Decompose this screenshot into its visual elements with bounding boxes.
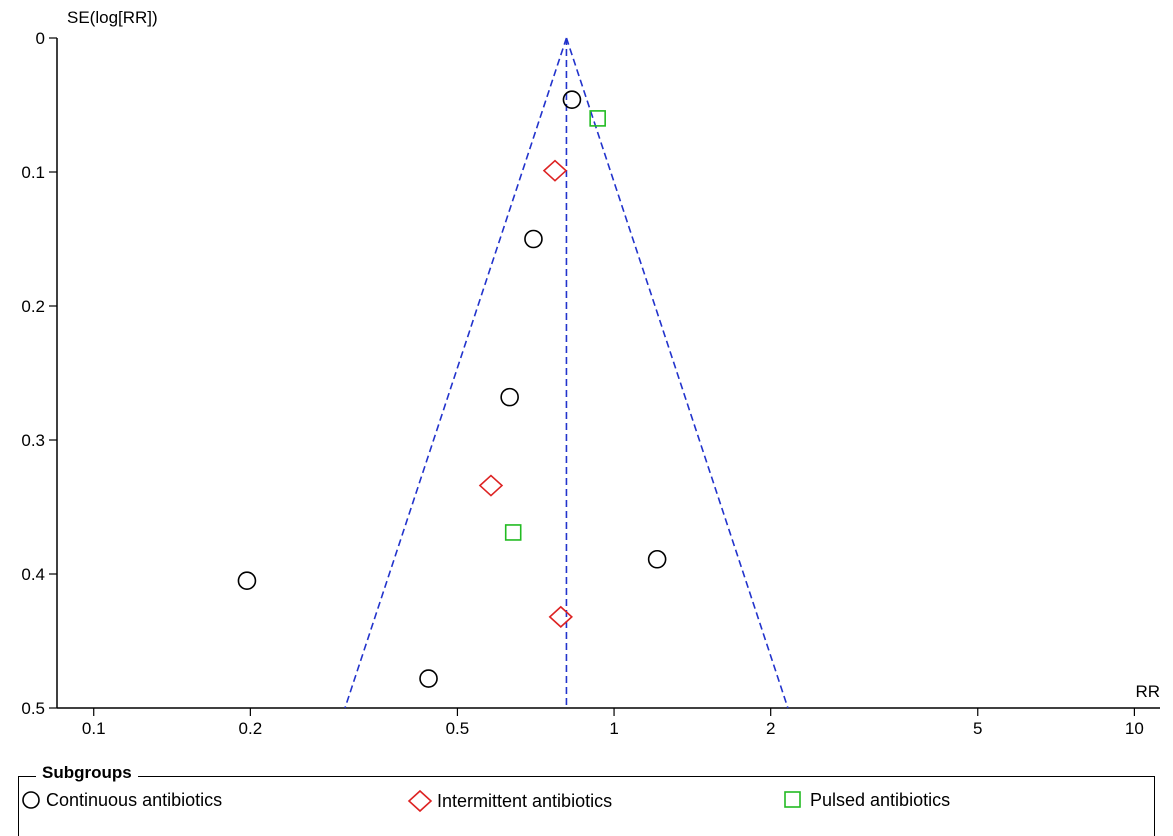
diamond-marker-icon	[407, 789, 433, 813]
y-tick-label: 0.5	[21, 699, 45, 718]
point-pulsed	[504, 524, 522, 541]
y-tick-label: 0	[36, 29, 45, 48]
point-continuous	[500, 387, 519, 407]
axes: 0 0.1 0.2 0.3 0.4 0.5 0.1 0.2 0.5 1 2 5 10	[21, 29, 1160, 738]
circle-marker-icon	[22, 791, 40, 809]
x-tick-label: 10	[1125, 719, 1144, 738]
data-points	[237, 90, 667, 688]
legend-item-continuous: Continuous antibiotics	[20, 789, 222, 811]
point-continuous	[562, 90, 582, 109]
y-tick-label: 0.3	[21, 431, 45, 450]
funnel-lines	[344, 37, 789, 709]
x-tick-label: 1	[609, 719, 618, 738]
point-continuous	[524, 229, 543, 249]
y-axis-title: SE(log[RR])	[67, 8, 158, 27]
x-tick-label: 5	[973, 719, 982, 738]
x-axis-title: RR	[1135, 682, 1160, 701]
point-intermittent	[548, 605, 573, 628]
funnel-plot: 0 0.1 0.2 0.3 0.4 0.5 0.1 0.2 0.5 1 2 5 10 SE(log[RR…	[21, 8, 1160, 738]
point-pulsed	[589, 110, 606, 127]
legend-item-intermittent: Intermittent antibiotics	[407, 789, 612, 813]
funnel-right-line	[565, 37, 789, 709]
x-tick-label: 0.5	[446, 719, 470, 738]
funnel-left-line	[344, 37, 568, 709]
y-tick-label: 0.4	[21, 565, 45, 584]
legend-title: Subgroups	[36, 763, 138, 783]
y-tick-label: 0.1	[21, 163, 45, 182]
point-continuous	[419, 669, 438, 688]
y-tick-label: 0.2	[21, 297, 45, 316]
x-tick-label: 0.2	[239, 719, 263, 738]
legend-label-pulsed: Pulsed antibiotics	[810, 789, 951, 810]
legend-label-intermittent: Intermittent antibiotics	[437, 790, 613, 811]
legend-box	[18, 776, 1155, 836]
point-continuous	[647, 549, 667, 569]
x-tick-label: 2	[766, 719, 775, 738]
point-intermittent	[478, 474, 504, 497]
point-continuous	[237, 571, 257, 591]
legend-item-pulsed: Pulsed antibiotics	[782, 789, 950, 811]
square-marker-icon	[784, 791, 801, 808]
x-tick-label: 0.1	[82, 719, 106, 738]
point-intermittent	[542, 159, 568, 182]
legend-label-continuous: Continuous antibiotics	[46, 789, 223, 810]
